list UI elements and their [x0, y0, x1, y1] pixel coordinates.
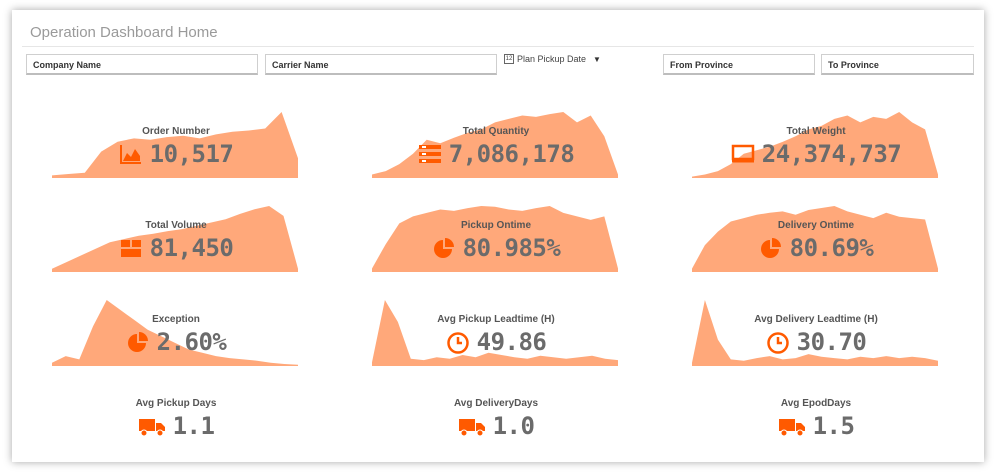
kpi-exception[interactable]: Exception 2.60% [52, 290, 300, 370]
sparkline-path [372, 206, 618, 272]
sparkline-path [52, 206, 298, 272]
kpi-value: 2.60% [156, 328, 227, 356]
kpi-label: Pickup Ontime [460, 220, 531, 231]
plan-pickup-date-label: Plan Pickup Date [517, 54, 587, 64]
kpi-label: Delivery Ontime [777, 220, 855, 231]
to-province-filter[interactable]: To Province [821, 54, 974, 75]
pie-chart-icon [432, 237, 456, 259]
sparkline-area [372, 300, 618, 366]
kpi-label: Avg Delivery Leadtime (H) [754, 314, 878, 325]
kpi-value: 1.0 [492, 412, 535, 440]
calendar-icon: 12 [504, 54, 514, 64]
plan-pickup-date-filter[interactable]: 12 Plan Pickup Date ▼ [504, 54, 601, 64]
kpi-value: 7,086,178 [448, 140, 575, 168]
kpi-value: 10,517 [149, 140, 234, 168]
truck-icon [778, 415, 806, 437]
kpi-delivery-ontime[interactable]: Delivery Ontime 80.69% [692, 196, 940, 276]
kpi-avg-pickup-days[interactable]: Avg Pickup Days 1.1 [52, 384, 300, 464]
kpi-avg-delivery-leadtime-h[interactable]: Avg Delivery Leadtime (H) 30.70 [692, 290, 940, 370]
sparkline-area [372, 206, 618, 272]
kpi-total-quantity[interactable]: Total Quantity 7,086,178 [372, 102, 620, 182]
kpi-value: 49.86 [476, 328, 547, 356]
chevron-down-icon[interactable]: ▼ [593, 54, 601, 64]
pie-chart-icon [759, 237, 783, 259]
sparkline-area [52, 206, 298, 272]
kpi-label: Avg DeliveryDays [453, 398, 539, 409]
kpi-value: 81,450 [149, 234, 234, 262]
kpi-value: 24,374,737 [761, 140, 902, 168]
truck-icon [458, 415, 486, 437]
page-title: Operation Dashboard Home [30, 24, 218, 41]
kpi-label: Total Volume [145, 220, 207, 231]
boxes-icon [119, 237, 143, 259]
company-name-filter[interactable]: Company Name [26, 54, 258, 75]
sparkline-path [692, 300, 938, 366]
kpi-label: Avg Pickup Leadtime (H) [437, 314, 555, 325]
clock-icon [446, 331, 470, 354]
kpi-value: 80.985% [462, 234, 561, 262]
clock-icon [766, 331, 790, 354]
kpi-value: 30.70 [796, 328, 867, 356]
sparkline-area [692, 300, 938, 366]
sparkline-area [52, 112, 298, 178]
kpi-value: 1.1 [172, 412, 215, 440]
truck-icon [138, 415, 166, 437]
from-province-filter[interactable]: From Province [663, 54, 815, 75]
sparkline-path [692, 206, 938, 272]
carrier-name-filter[interactable]: Carrier Name [265, 54, 497, 75]
sparkline-path [52, 112, 298, 178]
monitor-icon [731, 143, 755, 165]
sparkline-path [372, 300, 618, 366]
kpi-avg-deliverydays[interactable]: Avg DeliveryDays 1.0 [372, 384, 620, 464]
kpi-value: 80.69% [789, 234, 874, 262]
kpi-pickup-ontime[interactable]: Pickup Ontime 80.985% [372, 196, 620, 276]
sparkline-area [52, 300, 298, 366]
kpi-label: Avg EpodDays [780, 398, 852, 409]
sparkline-area [692, 206, 938, 272]
kpi-order-number[interactable]: Order Number 10,517 [52, 102, 300, 182]
pie-chart-icon [126, 331, 150, 353]
kpi-label: Total Weight [786, 126, 846, 137]
kpi-total-weight[interactable]: Total Weight 24,374,737 [692, 102, 940, 182]
kpi-label: Total Quantity [462, 126, 530, 137]
title-divider [22, 46, 974, 47]
kpi-label: Order Number [142, 126, 210, 137]
area-chart-icon [119, 143, 143, 165]
kpi-value: 1.5 [812, 412, 855, 440]
kpi-avg-pickup-leadtime-h[interactable]: Avg Pickup Leadtime (H) 49.86 [372, 290, 620, 370]
kpi-label: Avg Pickup Days [135, 398, 217, 409]
kpi-total-volume[interactable]: Total Volume 81,450 [52, 196, 300, 276]
list-icon [418, 143, 442, 165]
sparkline-path [52, 300, 298, 366]
kpi-avg-epoddays[interactable]: Avg EpodDays 1.5 [692, 384, 940, 464]
kpi-label: Exception [152, 314, 200, 325]
